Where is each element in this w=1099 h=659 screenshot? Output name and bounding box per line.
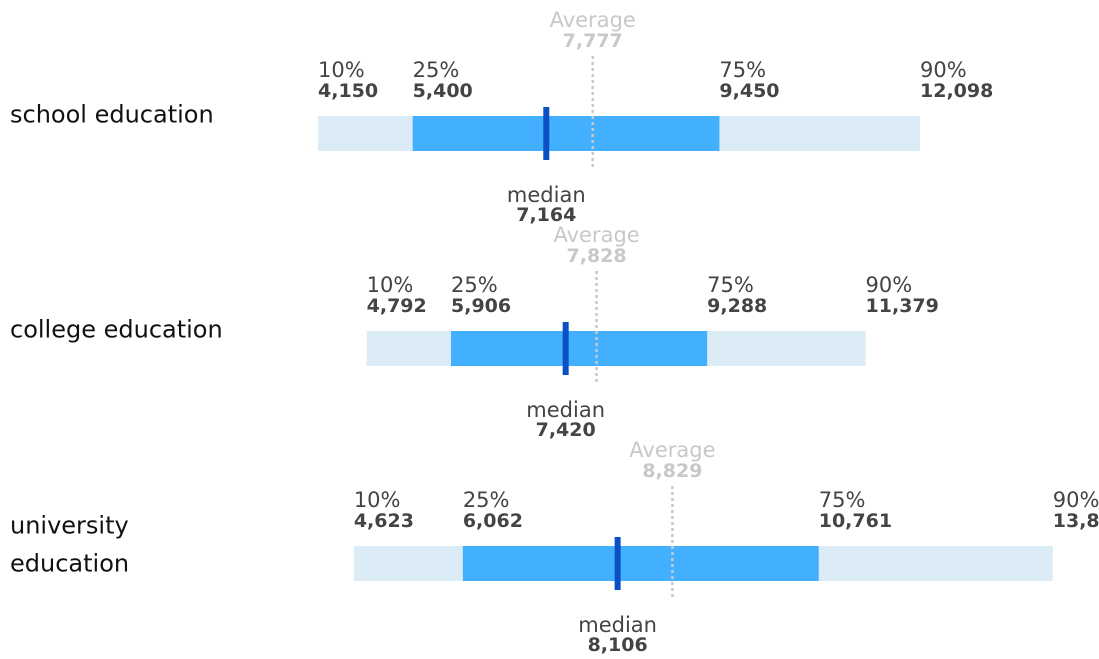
p90-label: 90%: [866, 273, 913, 297]
p25-label-value: 5,400: [413, 80, 473, 102]
average-value: 7,777: [563, 30, 623, 52]
p10-label-value: 4,623: [354, 510, 414, 532]
p75-label: 75%: [819, 488, 866, 512]
p75-label-value: 10,761: [819, 510, 892, 532]
p90-label-value: 12,098: [920, 80, 993, 102]
median-line: [543, 107, 550, 160]
median-value: 8,106: [588, 634, 648, 656]
p25-label-value: 6,062: [463, 510, 523, 532]
average-value: 8,829: [642, 460, 702, 482]
median-label: median: [526, 398, 605, 422]
average-label: Average: [553, 223, 639, 247]
category-label: university: [10, 512, 129, 540]
p25-label: 25%: [451, 273, 498, 297]
p10-label-value: 4,792: [367, 295, 427, 317]
p25-label: 25%: [413, 58, 460, 82]
p25-label-value: 5,906: [451, 295, 511, 317]
category-label: college education: [10, 316, 223, 344]
band-25-75: [462, 546, 819, 581]
median-value: 7,420: [536, 419, 596, 441]
p90-label: 90%: [1053, 488, 1099, 512]
category-label: education: [10, 550, 129, 578]
p75-label: 75%: [707, 273, 754, 297]
p75-label-value: 9,288: [707, 295, 767, 317]
p90-label: 90%: [920, 58, 967, 82]
average-value: 7,828: [567, 245, 627, 267]
p90-label-value: 11,379: [866, 295, 939, 317]
median-value: 7,164: [516, 204, 576, 226]
band-25-75: [412, 116, 720, 151]
median-label: median: [507, 183, 586, 207]
p90-label-value: 13,851: [1053, 510, 1099, 532]
p10-label: 10%: [367, 273, 414, 297]
median-label: median: [578, 613, 657, 637]
average-label: Average: [550, 8, 636, 32]
p75-label-value: 9,450: [719, 80, 779, 102]
median-line: [562, 322, 569, 375]
p10-label: 10%: [354, 488, 401, 512]
median-line: [614, 537, 621, 590]
p10-label-value: 4,150: [318, 80, 378, 102]
band-25-75: [451, 331, 708, 366]
p75-label: 75%: [719, 58, 766, 82]
average-label: Average: [629, 438, 715, 462]
category-label: school education: [10, 101, 214, 129]
p10-label: 10%: [318, 58, 365, 82]
p25-label: 25%: [463, 488, 510, 512]
